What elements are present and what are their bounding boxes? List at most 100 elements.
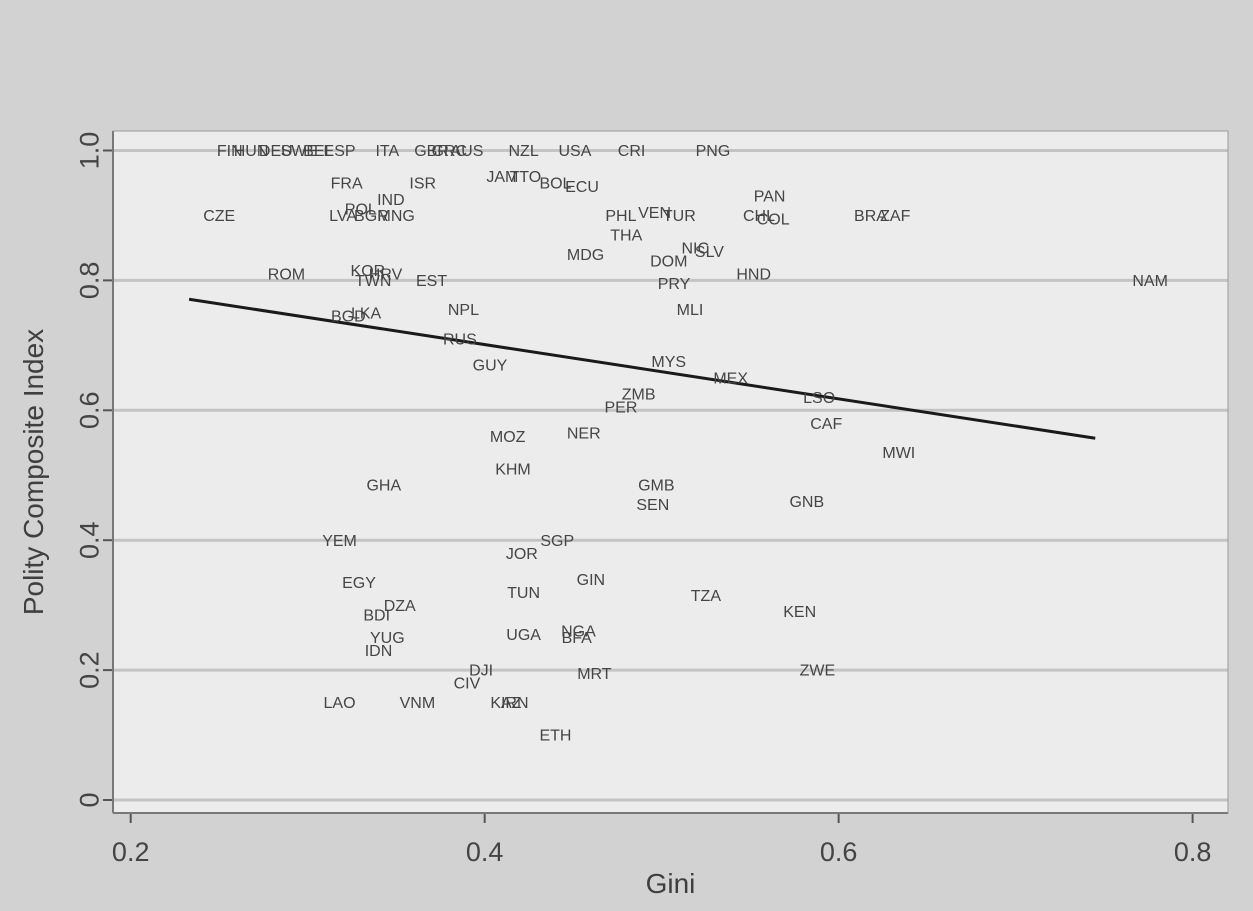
point-label-bol: BOL [539, 176, 571, 193]
point-label-ner: NER [567, 426, 601, 443]
point-label-fra: FRA [331, 176, 363, 193]
tick-labels: 0 0.2 0.4 0.6 0.8 1.0 0.2 0.4 0.6 0.8 [74, 132, 1211, 867]
y-tick-label: 0.4 [74, 521, 104, 559]
point-label-dza: DZA [384, 598, 416, 615]
point-label-nzl: NZL [508, 143, 538, 160]
point-label-grc: GRC [431, 143, 467, 160]
point-label-gmb: GMB [638, 478, 674, 495]
point-label-mys: MYS [651, 354, 686, 371]
point-label-zwe: ZWE [800, 663, 836, 680]
point-label-mli: MLI [677, 302, 704, 319]
point-label-mng: MNG [378, 208, 415, 225]
point-label-irn: IRN [501, 695, 529, 712]
point-label-civ: CIV [454, 676, 481, 693]
point-label-lso: LSO [803, 390, 835, 407]
point-label-lao: LAO [324, 695, 356, 712]
point-label-png: PNG [696, 143, 731, 160]
point-label-npl: NPL [448, 302, 479, 319]
point-label-mwi: MWI [882, 445, 915, 462]
point-label-nga: NGA [561, 624, 596, 641]
point-label-moz: MOZ [490, 429, 526, 446]
point-label-cze: CZE [203, 208, 235, 225]
point-label-egy: EGY [342, 575, 376, 592]
point-label-eth: ETH [539, 728, 571, 745]
point-label-gnb: GNB [789, 494, 824, 511]
point-label-usa: USA [558, 143, 591, 160]
point-label-chl: CHL [743, 208, 775, 225]
point-label-nic: NIC [681, 241, 709, 258]
point-label-slv: SLV [695, 244, 724, 261]
point-label-per: PER [604, 400, 637, 417]
point-label-kaz: KAZ [490, 695, 521, 712]
point-label-khm: KHM [495, 461, 531, 478]
point-label-aus: AUS [451, 143, 484, 160]
point-label-yem: YEM [322, 533, 357, 550]
point-label-bgr: BGR [354, 208, 389, 225]
point-label-tha: THA [610, 228, 642, 245]
x-tick-label: 0.8 [1174, 837, 1212, 867]
point-label-gbr: GBR [414, 143, 449, 160]
point-label-bdi: BDI [363, 607, 390, 624]
point-label-sen: SEN [636, 497, 669, 514]
point-label-ita: ITA [375, 143, 399, 160]
x-tick-label: 0.2 [112, 837, 150, 867]
point-label-twn: TWN [355, 273, 391, 290]
point-label-deu: DEU [259, 143, 293, 160]
point-label-bra: BRA [854, 208, 887, 225]
point-label-zaf: ZAF [880, 208, 910, 225]
point-label-hrv: HRV [369, 266, 403, 283]
point-label-fin: FIN [217, 143, 243, 160]
point-label-rom: ROM [268, 266, 305, 283]
point-label-gin: GIN [577, 572, 605, 589]
point-label-pry: PRY [658, 276, 691, 293]
plot-frame [112, 130, 1229, 814]
y-tick-label: 0 [74, 792, 104, 807]
point-label-kor: KOR [351, 263, 386, 280]
point-label-guy: GUY [473, 357, 508, 374]
point-label-lva: LVA [329, 208, 357, 225]
point-label-col: COL [757, 211, 790, 228]
point-label-ven: VEN [638, 205, 671, 222]
x-tick-label: 0.6 [820, 837, 858, 867]
point-label-bel: BEL [303, 143, 333, 160]
point-label-hun: HUN [234, 143, 269, 160]
point-label-hnd: HND [736, 266, 771, 283]
point-label-jor: JOR [506, 546, 538, 563]
point-label-dom: DOM [650, 254, 687, 271]
point-label-ecu: ECU [565, 179, 599, 196]
y-axis-title: Polity Composite Index [18, 329, 49, 615]
point-label-esp: ESP [324, 143, 356, 160]
point-label-ind: IND [377, 192, 405, 209]
point-label-phl: PHL [605, 208, 636, 225]
point-label-jam: JAM [486, 169, 518, 186]
x-axis-title: Gini [646, 868, 696, 899]
point-label-mdg: MDG [567, 247, 604, 264]
point-label-mrt: MRT [577, 666, 612, 683]
point-label-uga: UGA [506, 627, 541, 644]
point-label-isr: ISR [409, 176, 436, 193]
point-label-bgd: BGD [331, 309, 366, 326]
point-label-tto: TTO [510, 169, 542, 186]
axes [103, 130, 1229, 823]
point-label-rus: RUS [443, 331, 477, 348]
y-tick-label: 0.2 [74, 651, 104, 689]
y-tick-label: 1.0 [74, 132, 104, 170]
point-label-mex: MEX [713, 370, 748, 387]
point-label-ken: KEN [783, 604, 816, 621]
point-label-idn: IDN [365, 643, 393, 660]
point-label-nam: NAM [1132, 273, 1168, 290]
point-label-zmb: ZMB [622, 387, 656, 404]
point-label-swe: SWE [281, 143, 317, 160]
point-label-sgp: SGP [540, 533, 574, 550]
y-tick-label: 0.6 [74, 392, 104, 430]
x-tick-label: 0.4 [466, 837, 504, 867]
point-label-caf: CAF [810, 416, 842, 433]
point-label-est: EST [416, 273, 447, 290]
regression-fit-line [188, 297, 1096, 440]
y-tick-label: 0.8 [74, 262, 104, 300]
grid-lines [113, 148, 1228, 802]
plot-area [113, 131, 1228, 813]
point-label-cri: CRI [618, 143, 646, 160]
